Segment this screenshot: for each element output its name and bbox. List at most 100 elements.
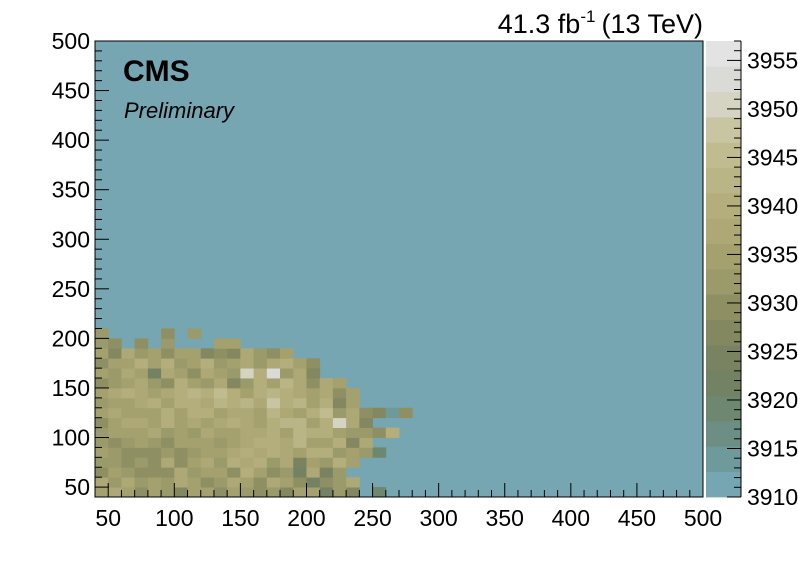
color-scale-swatch [706,66,741,93]
heatmap-cell [240,427,255,438]
heatmap-cell [213,467,228,478]
heatmap-cell [372,407,387,419]
heatmap-cell [332,407,347,419]
heatmap-cell [161,397,175,409]
heatmap-cell [187,358,202,369]
heatmap-cell [227,437,241,448]
heatmap-cell [227,407,241,419]
color-scale-swatch [706,142,741,169]
color-scale-swatch [706,117,741,143]
heatmap-cell [240,457,255,468]
heatmap-cell [174,467,188,478]
heatmap-cell [385,407,400,419]
heatmap-cell [161,467,175,478]
x-tick-label: 450 [618,505,656,531]
heatmap-cell [121,348,136,359]
heatmap-cell [134,368,149,379]
heatmap-cells [95,328,413,498]
heatmap-cell [95,427,109,438]
y-tick-label: 500 [52,28,90,54]
heatmap-cell [293,397,307,409]
heatmap-cell [306,407,321,419]
heatmap-cell [293,457,307,468]
heatmap-cell [200,387,215,399]
heatmap-cell [108,447,122,458]
heatmap-cell [213,368,228,379]
heatmap-cell [95,348,109,359]
heatmap-cell [280,387,294,399]
heatmap-cell [95,407,109,419]
heatmap-cell [213,417,228,429]
heatmap-cell [108,467,122,478]
heatmap-cell [161,407,175,419]
heatmap-cell [213,477,228,488]
z-tick-label: 3940 [747,193,798,219]
heatmap-cell [280,417,294,429]
heatmap-cell [147,417,162,429]
heatmap-cell [121,358,136,369]
heatmap-cell [227,427,241,438]
heatmap-cell [95,387,109,399]
heatmap-cell [227,348,241,359]
heatmap-cell [187,487,202,498]
heatmap-cell [332,447,347,458]
z-tick-label: 3935 [747,241,798,267]
heatmap-cell [346,427,360,438]
color-scale-swatch [706,294,741,321]
heatmap-cell [134,417,149,429]
heatmap-cell [121,477,136,488]
heatmap-cell [147,477,162,488]
heatmap-cell [147,397,162,409]
heatmap-cell [227,338,241,349]
heatmap-cell [266,387,281,399]
heatmap-cell [161,338,175,349]
x-tick-label: 250 [353,505,391,531]
heatmap-cell [319,457,334,468]
heatmap-cell [227,378,241,389]
heatmap-cell [359,407,373,419]
heatmap-cell [266,378,281,389]
y-tick-label: 450 [52,78,90,104]
heatmap-cell [227,358,241,369]
heatmap-cell [134,467,149,478]
heatmap-cell [253,407,268,419]
heatmap-cell [280,427,294,438]
heatmap-cell [280,348,294,359]
x-tick-label: 50 [95,505,121,531]
heatmap-cell [227,397,241,409]
heatmap-cell [240,387,255,399]
heatmap-cell [306,358,321,369]
heatmap-cell [213,487,228,498]
heatmap-cell [187,427,202,438]
heatmap-cell [147,407,162,419]
heatmap-cell [253,457,268,468]
heatmap-cell [213,437,228,448]
color-scale-swatch [706,218,741,245]
heatmap-cell [161,387,175,399]
heatmap-cell [319,447,334,458]
heatmap-cell [174,447,188,458]
heatmap-cell [332,457,347,468]
heatmap-cell [227,477,241,488]
heatmap-cell [293,467,307,478]
heatmap-cell [95,487,109,498]
heatmap-cell [280,358,294,369]
heatmap-cell [280,457,294,468]
heatmap-cell [240,397,255,409]
heatmap-cell [293,358,307,369]
heatmap-cell [266,417,281,429]
heatmap-cell [293,487,307,498]
heatmap-cell [108,427,122,438]
z-tick-label: 3930 [747,290,798,316]
heatmap-cell [200,427,215,438]
heatmap-cell [161,348,175,359]
heatmap-cell [134,427,149,438]
heatmap-cell [306,487,321,498]
heatmap-cell [134,437,149,448]
color-scale-swatch [706,345,741,371]
heatmap-cell [332,487,347,498]
heatmap-cell [200,487,215,498]
heatmap-cell [332,437,347,448]
heatmap-cell [95,467,109,478]
heatmap-cell [161,487,175,498]
